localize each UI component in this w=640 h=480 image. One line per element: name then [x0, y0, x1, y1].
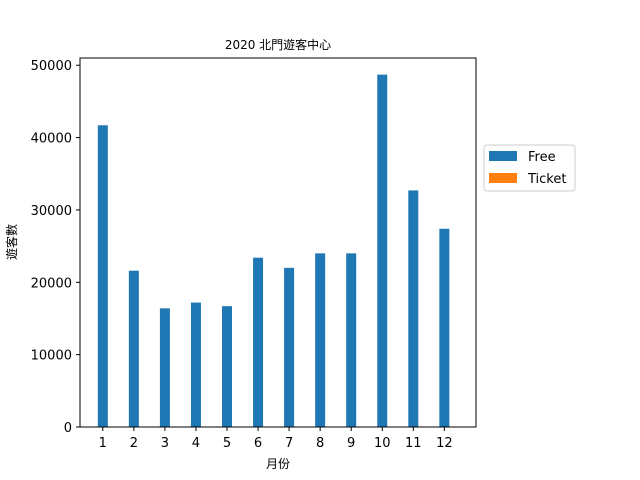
y-tick-label: 20000 — [31, 276, 72, 291]
y-axis-label: 遊客數 — [4, 224, 19, 260]
bar-free-12 — [439, 228, 450, 427]
x-axis-label: 月份 — [266, 457, 290, 471]
x-tick-label: 7 — [285, 436, 293, 451]
bar-free-1 — [97, 125, 108, 427]
x-tick-label: 3 — [161, 436, 169, 451]
bar-free-11 — [408, 190, 419, 427]
legend-swatch-free — [489, 151, 517, 161]
x-tick-label: 4 — [192, 436, 200, 451]
y-tick-label: 30000 — [31, 204, 72, 219]
x-tick-label: 6 — [254, 436, 262, 451]
bar-free-7 — [284, 267, 295, 427]
y-tick-label: 40000 — [31, 132, 72, 147]
legend-label-free: Free — [528, 150, 556, 165]
legend: Free Ticket — [483, 144, 576, 192]
plot-frame — [79, 57, 477, 428]
chart-title: 2020 北門遊客中心 — [225, 37, 331, 52]
bar-free-6 — [253, 257, 264, 427]
bar-free-9 — [346, 253, 357, 427]
y-axis-ticks: 0 10000 20000 30000 40000 50000 — [31, 59, 80, 436]
bar-free-10 — [377, 74, 388, 427]
bar-free-4 — [190, 302, 201, 427]
bar-free-8 — [315, 253, 326, 427]
legend-label-ticket: Ticket — [527, 172, 566, 187]
bar-free-2 — [128, 270, 139, 427]
x-tick-label: 11 — [405, 436, 422, 451]
y-tick-label: 0 — [64, 421, 72, 436]
x-axis-ticks: 1 2 3 4 5 6 7 8 9 10 11 12 — [99, 427, 453, 451]
bar-free-5 — [222, 306, 232, 427]
y-tick-label: 50000 — [31, 59, 72, 74]
x-tick-label: 12 — [436, 436, 453, 451]
y-tick-label: 10000 — [31, 349, 72, 364]
x-tick-label: 2 — [130, 436, 138, 451]
bar-free-3 — [159, 308, 170, 427]
x-tick-label: 8 — [316, 436, 324, 451]
x-tick-label: 5 — [223, 436, 231, 451]
x-tick-label: 1 — [99, 436, 107, 451]
x-tick-label: 10 — [374, 436, 391, 451]
bars-group — [97, 74, 450, 427]
x-tick-label: 9 — [347, 436, 355, 451]
legend-swatch-ticket — [489, 173, 517, 183]
